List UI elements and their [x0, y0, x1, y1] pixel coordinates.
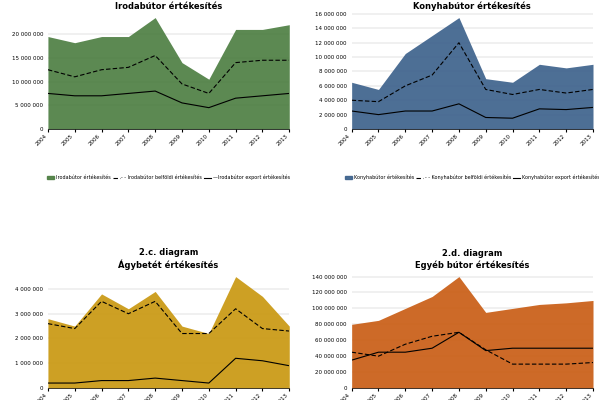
Title: 2.d. diagram
Egyéb bútor értékesítés: 2.d. diagram Egyéb bútor értékesítés	[415, 250, 530, 270]
Legend: Irodabútor értékesítés, - - Irodabútor belföldi értékesítés, —Irodabútor export : Irodabútor értékesítés, - - Irodabútor b…	[47, 175, 290, 180]
Title: 2.b. diagram
Konyhabútor értékesítés: 2.b. diagram Konyhabútor értékesítés	[413, 0, 531, 11]
Title: 2.a. diagram
Irodabútor értékesítés: 2.a. diagram Irodabútor értékesítés	[115, 0, 222, 11]
Legend: Konyhabútor értékesítés, - - Konyhabútor belföldi értékesítés, Konyhabútor expor: Konyhabútor értékesítés, - - Konyhabútor…	[345, 175, 599, 180]
Title: 2.c. diagram
Ágybetét értékesítés: 2.c. diagram Ágybetét értékesítés	[119, 248, 219, 270]
